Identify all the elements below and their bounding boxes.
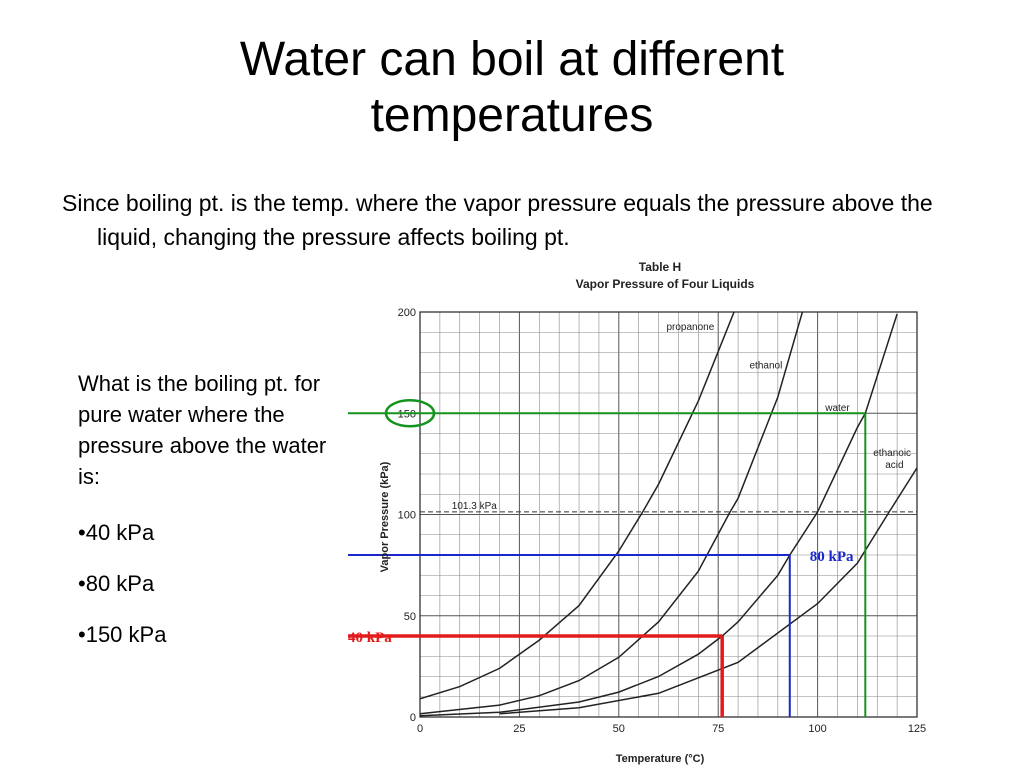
x-tick-label: 25: [513, 723, 525, 735]
y-tick-label: 100: [398, 510, 416, 522]
y-tick-label: 50: [404, 611, 416, 623]
series-line-ethanol: [420, 312, 804, 715]
series-label: acid: [885, 460, 903, 471]
series-label: ethanol: [750, 361, 783, 372]
reference-line-label: 101.3 kPa: [452, 501, 497, 512]
series-label: water: [824, 403, 850, 414]
slide-title-line1: Water can boil at different: [239, 33, 785, 86]
reference-lines: 101.3 kPa: [420, 501, 917, 513]
question-text: What is the boiling pt. for pure water w…: [78, 371, 327, 489]
slide-title-line2: temperatures: [370, 89, 654, 142]
annotation-label: 40 kPa: [348, 630, 392, 646]
series-line-water: [420, 313, 898, 717]
answer-item-150kpa: •150 kPa: [78, 622, 167, 647]
x-tick-label: 75: [712, 723, 724, 735]
answer-item-40kpa: •40 kPa: [78, 520, 155, 545]
chart-title: Vapor Pressure of Four Liquids: [576, 277, 755, 291]
series-line-ethanoic-acid: [499, 467, 917, 715]
y-tick-label: 0: [410, 712, 416, 724]
annotation-label: 80 kPa: [810, 549, 854, 565]
x-tick-label: 100: [808, 723, 826, 735]
vapor-pressure-chart: Table H Vapor Pressure of Four Liquids 0…: [348, 260, 926, 765]
x-axis-title: Temperature (°C): [616, 753, 705, 765]
series-label: ethanoic: [873, 448, 911, 459]
series-line-propanone: [420, 312, 735, 700]
x-tick-label: 125: [908, 723, 926, 735]
intro-text: Since boiling pt. is the temp. where the…: [62, 190, 933, 250]
slide-title: Water can boil at different temperatures: [0, 32, 1024, 144]
chart-annotations: 40 kPa 80 kPa: [348, 399, 867, 717]
y-tick-label: 200: [398, 307, 416, 319]
y-axis-title: Vapor Pressure (kPa): [379, 461, 391, 572]
answer-item-80kpa: •80 kPa: [78, 571, 155, 596]
plot-frame: [419, 311, 918, 718]
y-tick-labels: 050100150200: [398, 307, 416, 724]
x-tick-label: 0: [417, 723, 423, 735]
x-tick-labels: 0 25 50 75 100 125: [417, 723, 926, 735]
chart-grid: [420, 312, 917, 717]
highlight-circle-150: [384, 399, 436, 428]
x-tick-label: 50: [613, 723, 625, 735]
series-label: propanone: [666, 322, 714, 333]
chart-table-label: Table H: [639, 260, 681, 274]
answer-list: •40 kPa •80 kPa •150 kPa: [78, 520, 166, 673]
